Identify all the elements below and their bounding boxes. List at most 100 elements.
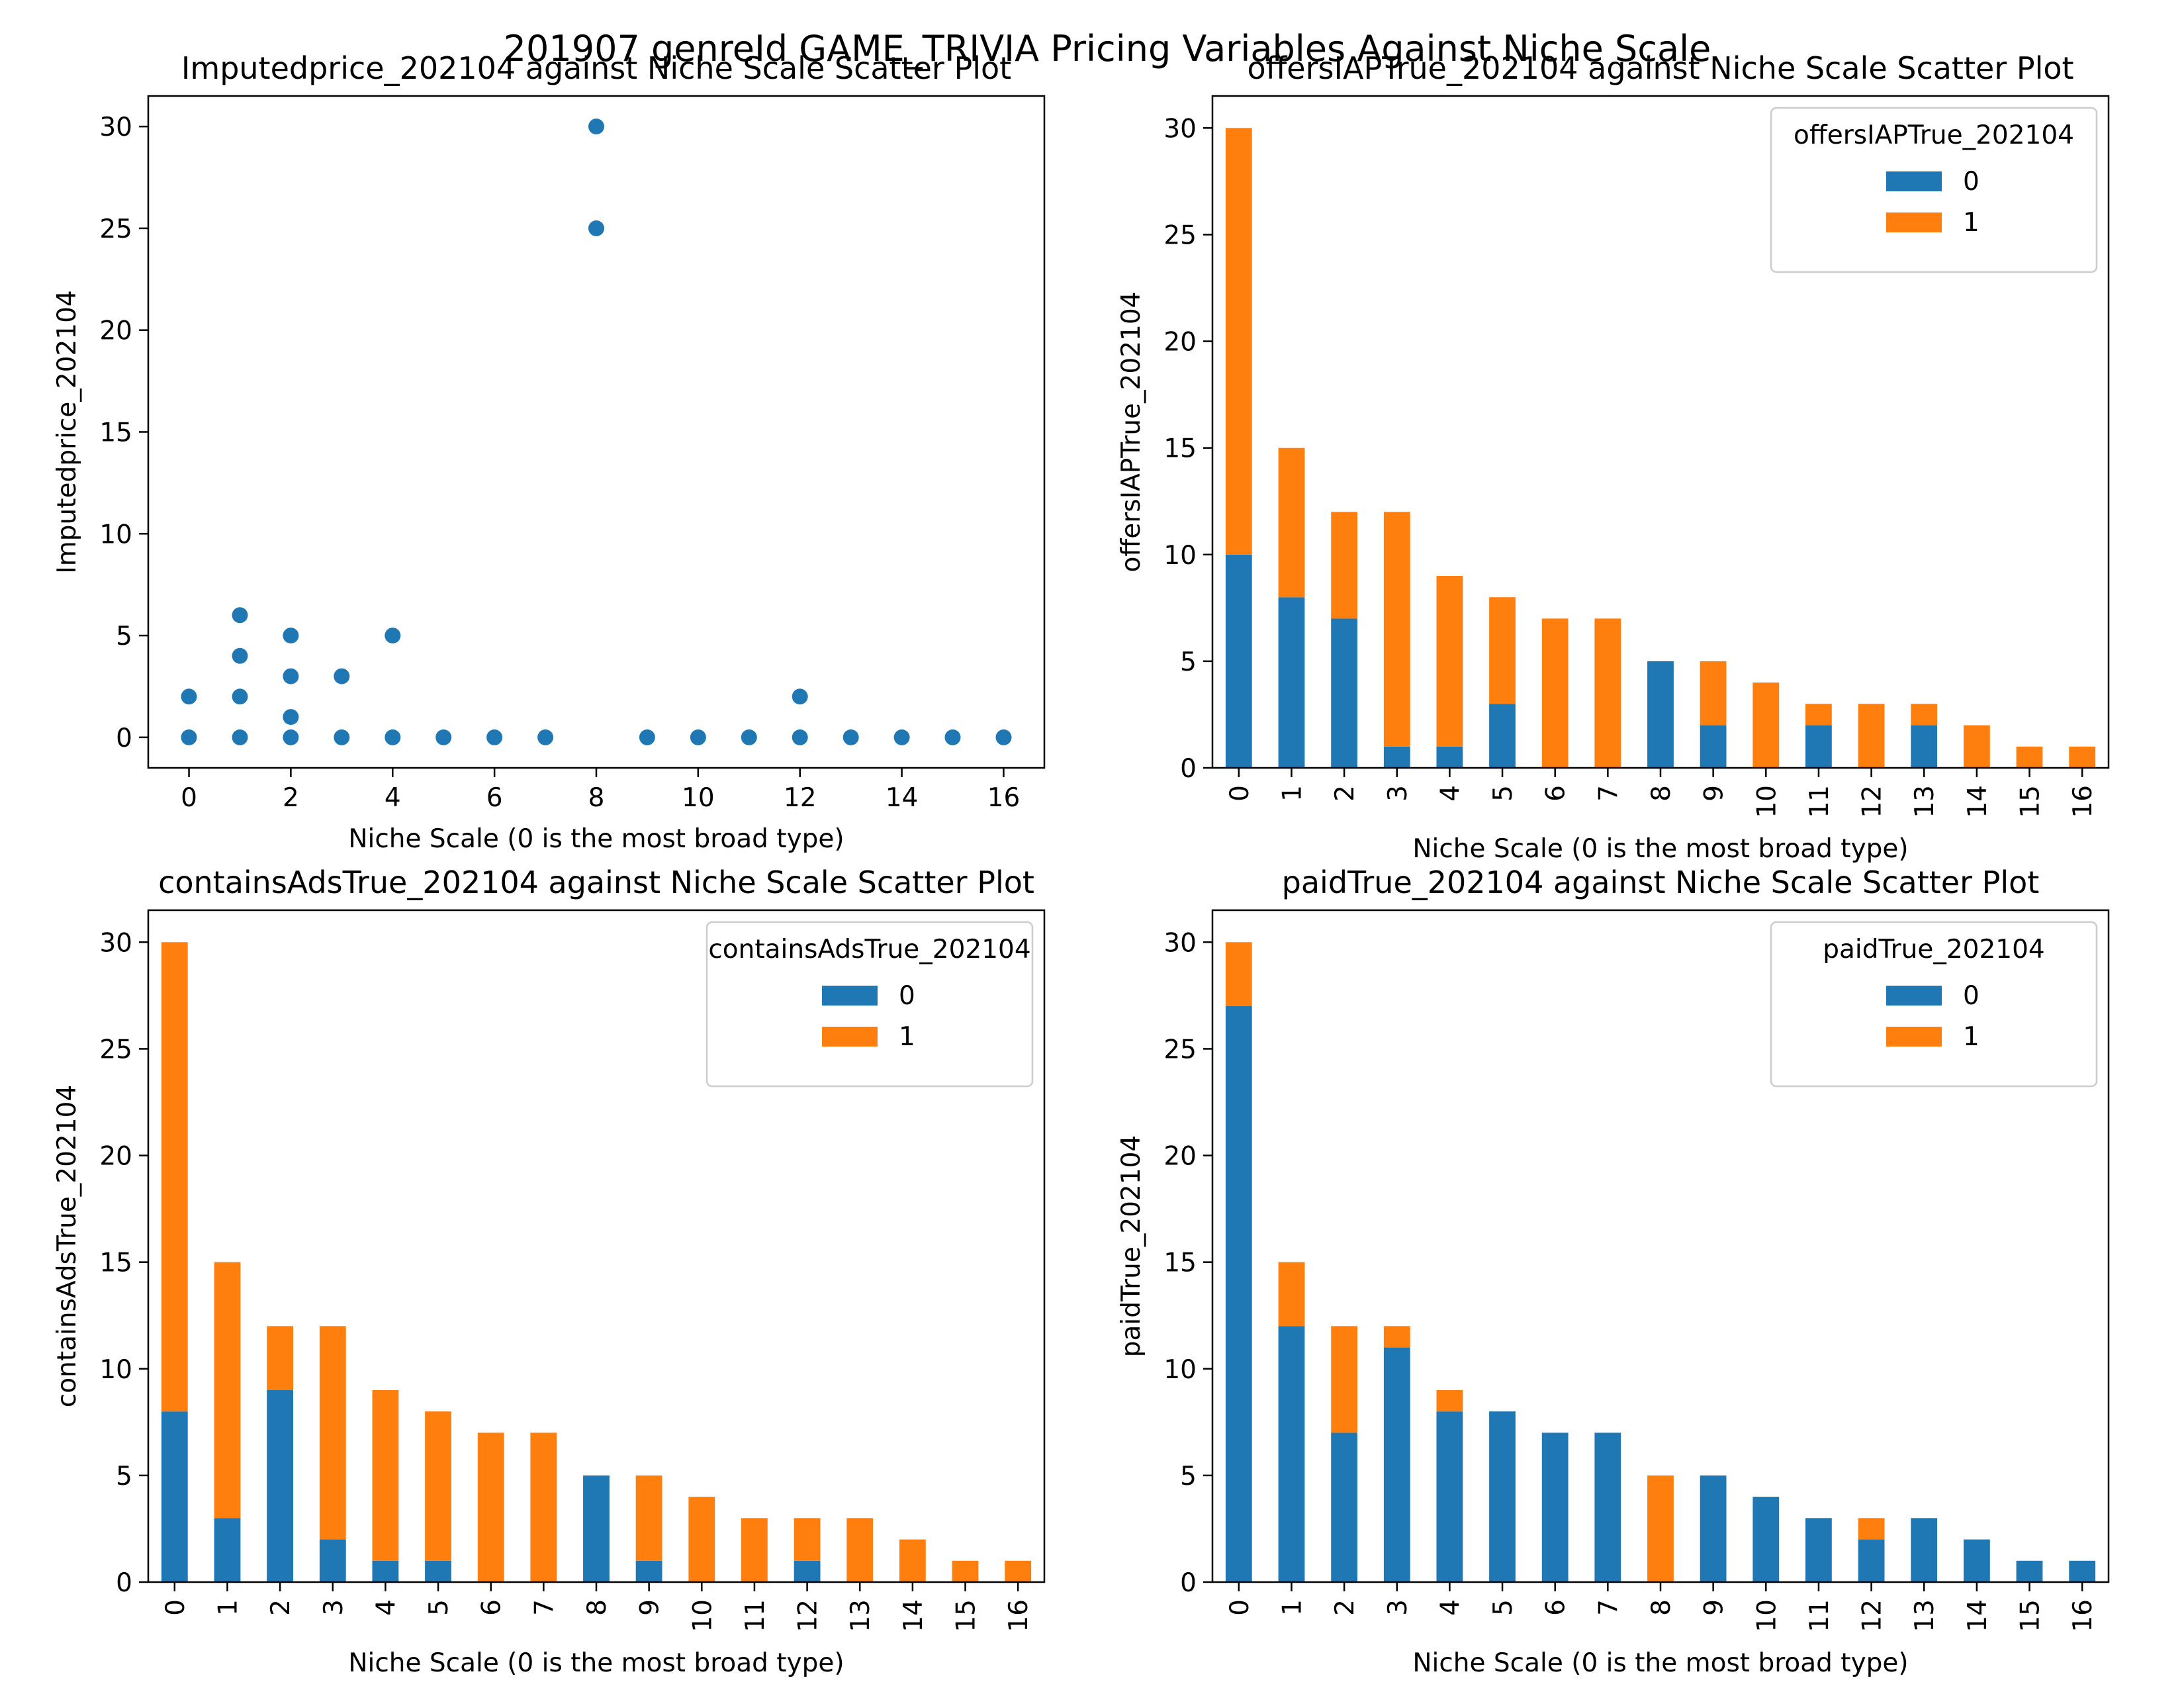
bar-segment-series-1: [1752, 682, 1780, 768]
y-tick-label: 5: [116, 622, 132, 651]
bar-segment-series-1: [794, 1518, 821, 1561]
plot-frame: [147, 95, 1046, 769]
bar-segment-series-1: [1858, 1518, 1885, 1540]
bar-segment-series-0: [1383, 746, 1410, 768]
y-tick-label: 30: [99, 928, 132, 958]
x-tick-label: 0: [181, 783, 197, 813]
panel-title: Imputedprice_202104 against Niche Scale …: [181, 50, 1011, 86]
x-tick-label: 14: [1963, 1599, 1993, 1632]
x-tick-label: 10: [1752, 1599, 1782, 1632]
x-tick-label: 11: [1805, 1599, 1835, 1632]
y-tick-label: 15: [99, 1248, 132, 1278]
bar-segment-series-1: [952, 1560, 979, 1582]
scatter-point: [792, 688, 808, 705]
x-axis-label: Niche Scale (0 is the most broad type): [348, 824, 844, 854]
y-tick-label: 5: [1180, 647, 1197, 677]
scatter-point: [944, 729, 961, 745]
bar-segment-series-0: [794, 1560, 821, 1582]
y-axis-label: paidTrue_202104: [1116, 1135, 1146, 1357]
bar-segment-series-1: [1005, 1560, 1032, 1582]
x-tick-label: 0: [161, 1599, 191, 1616]
x-tick-label: 2: [283, 783, 299, 813]
bar-segment-series-1: [899, 1539, 926, 1582]
bar-segment-series-1: [1964, 725, 1990, 768]
bar-segment-series-1: [1278, 1262, 1305, 1327]
bar-segment-series-0: [1594, 1432, 1621, 1582]
bar-segment-series-1: [1225, 128, 1252, 555]
x-tick-label: 14: [1963, 785, 1993, 818]
legend-title: offersIAPTrue_202104: [1794, 120, 2074, 150]
y-tick-label: 25: [99, 214, 132, 244]
scatter-point: [588, 118, 604, 135]
legend-label: 0: [1963, 167, 1979, 197]
y-tick-label: 30: [1163, 928, 1197, 958]
scatter-point: [435, 729, 452, 745]
bar-segment-series-0: [267, 1390, 293, 1582]
y-tick-label: 0: [1180, 754, 1197, 784]
bar-segment-series-0: [319, 1539, 346, 1582]
x-tick-label: 3: [1383, 1599, 1413, 1616]
y-tick-label: 20: [1163, 1142, 1197, 1172]
bar-segment-series-1: [1489, 597, 1516, 704]
bar-segment-series-1: [319, 1326, 346, 1540]
scatter-point: [385, 729, 401, 745]
bar-segment-series-0: [1383, 1347, 1410, 1582]
scatter-point: [893, 729, 910, 745]
scatter-point: [639, 729, 655, 745]
legend-title: paidTrue_202104: [1823, 935, 2044, 964]
bar-segment-series-1: [1383, 1326, 1410, 1348]
scatter-point: [232, 688, 248, 705]
x-tick-label: 0: [1225, 785, 1255, 802]
scatter-point: [283, 729, 299, 745]
scatter-point: [181, 688, 197, 705]
x-axis-label: Niche Scale (0 is the most broad type): [348, 1648, 844, 1678]
panel-title: containsAdsTrue_202104 against Niche Sca…: [158, 865, 1034, 900]
x-tick-label: 11: [1805, 785, 1835, 818]
bar-segment-series-1: [1858, 704, 1885, 768]
x-tick-label: 1: [1277, 1599, 1307, 1616]
bar-segment-series-1: [1911, 704, 1938, 726]
bar-segment-series-1: [688, 1497, 715, 1582]
y-tick-label: 25: [99, 1035, 132, 1064]
plot-frame: [1211, 95, 2110, 769]
x-tick-label: 4: [1435, 1599, 1465, 1616]
x-tick-label: 12: [1858, 785, 1888, 818]
bar-segment-series-0: [2069, 1560, 2096, 1582]
scatter-point: [334, 729, 350, 745]
legend-swatch-series-1: [1886, 1027, 1942, 1047]
x-tick-label: 7: [1594, 1599, 1623, 1616]
scatter-point: [741, 729, 757, 745]
bar-segment-series-1: [1594, 618, 1621, 768]
scatter-point: [537, 729, 554, 745]
scatter-point: [995, 729, 1012, 745]
bar-segment-series-0: [1858, 1539, 1885, 1582]
y-tick-label: 20: [99, 316, 132, 346]
x-tick-label: 11: [741, 1599, 770, 1632]
bar-segment-series-1: [425, 1411, 451, 1561]
x-tick-label: 12: [794, 1599, 823, 1632]
bar-segment-series-0: [1700, 725, 1727, 768]
x-tick-label: 7: [1594, 785, 1623, 802]
bar-segment-series-1: [1700, 661, 1727, 726]
bar-segment-series-1: [1541, 618, 1569, 768]
x-axis-label: Niche Scale (0 is the most broad type): [1412, 1648, 1908, 1678]
bar-segment-series-0: [1541, 1432, 1569, 1582]
x-tick-label: 10: [682, 783, 715, 813]
x-tick-label: 4: [385, 783, 401, 813]
y-tick-label: 5: [116, 1462, 132, 1491]
y-tick-label: 10: [1163, 541, 1197, 571]
x-tick-label: 14: [886, 783, 919, 813]
x-tick-label: 15: [952, 1599, 981, 1632]
x-tick-label: 13: [1910, 1599, 1940, 1632]
bar-segment-series-0: [425, 1560, 451, 1582]
bar-segment-series-0: [1436, 746, 1463, 768]
bar-segment-series-1: [1278, 447, 1305, 598]
x-tick-label: 3: [319, 1599, 349, 1616]
y-axis-label: offersIAPTrue_202104: [1116, 292, 1146, 573]
y-axis-label: Imputedprice_202104: [52, 290, 82, 573]
legend-swatch-series-1: [1886, 212, 1942, 232]
bar-segment-series-0: [1964, 1539, 1990, 1582]
x-axis-label: Niche Scale (0 is the most broad type): [1412, 834, 1908, 864]
bar-segment-series-0: [1489, 704, 1516, 768]
bar-segment-series-0: [1278, 597, 1305, 768]
